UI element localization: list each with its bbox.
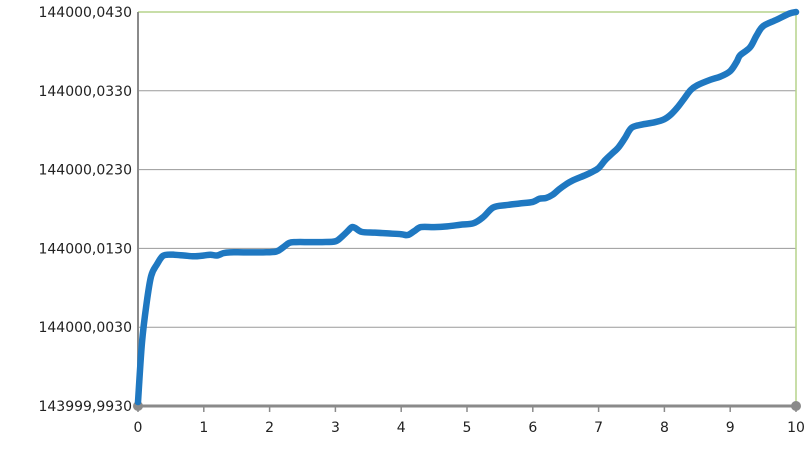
x-tick-label: 8 — [660, 420, 669, 436]
series-line — [134, 8, 800, 406]
y-tick-label: 144000,0130 — [38, 241, 132, 257]
x-tick-label: 0 — [134, 420, 143, 436]
grid-lines — [138, 90, 796, 328]
x-tick-label: 9 — [726, 420, 735, 436]
x-tick-label: 6 — [528, 420, 537, 436]
y-tick-label: 144000,0230 — [38, 163, 132, 179]
y-tick-label: 143999,9930 — [38, 399, 132, 415]
plot-frame — [133, 11, 801, 412]
x-tick-label: 1 — [199, 420, 208, 436]
y-tick-label: 144000,0430 — [38, 5, 132, 21]
axis-end-dot — [791, 401, 801, 411]
x-tick-label: 2 — [265, 420, 274, 436]
series-layer — [134, 8, 800, 406]
x-tick-label: 10 — [787, 420, 805, 436]
y-tick-label: 144000,0030 — [38, 320, 132, 336]
y-tick-label: 144000,0330 — [38, 84, 132, 100]
x-tick-label: 3 — [331, 420, 340, 436]
y-tick-labels: 143999,9930 144000,0030 144000,0130 144000,… — [38, 5, 132, 415]
x-tick-label: 5 — [463, 420, 472, 436]
x-tick-labels: 0 1 2 3 4 5 6 7 8 9 10 — [134, 420, 805, 436]
x-tick-label: 7 — [594, 420, 603, 436]
x-tick-label: 4 — [397, 420, 406, 436]
